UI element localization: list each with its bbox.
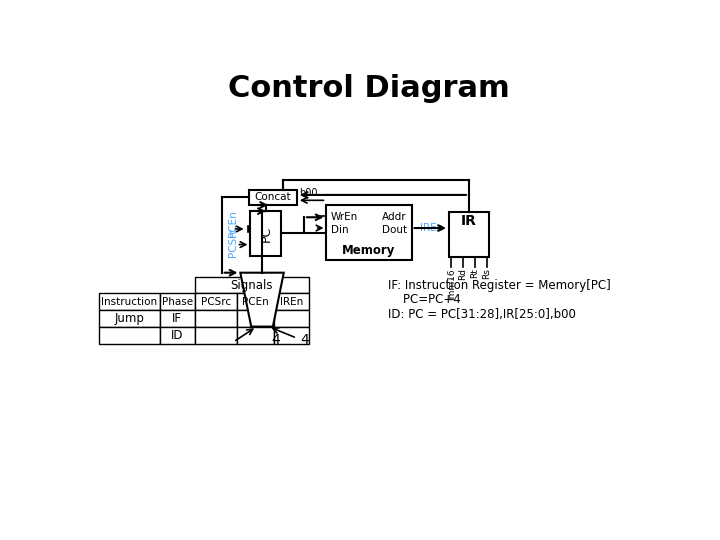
Text: Memory: Memory xyxy=(342,244,396,257)
Bar xyxy=(194,294,238,310)
Text: IF: Instruction Register = Memory[PC]: IF: Instruction Register = Memory[PC] xyxy=(388,279,611,292)
Text: Addr: Addr xyxy=(382,212,407,222)
Polygon shape xyxy=(240,273,284,327)
Bar xyxy=(326,205,412,260)
Text: PC: PC xyxy=(259,225,272,241)
Text: ID: ID xyxy=(171,329,184,342)
Bar xyxy=(246,226,251,232)
Bar xyxy=(160,327,194,345)
Text: b00: b00 xyxy=(300,188,318,198)
Bar xyxy=(249,190,297,205)
Bar xyxy=(99,294,160,310)
Text: PCSrc: PCSrc xyxy=(228,226,238,256)
Text: IREn: IREn xyxy=(420,222,444,233)
Text: Instruction: Instruction xyxy=(102,297,158,307)
Text: Signals: Signals xyxy=(230,279,273,292)
Text: IF: IF xyxy=(172,313,182,326)
Bar xyxy=(160,294,194,310)
Text: Rs: Rs xyxy=(482,268,491,279)
Text: ID: PC = PC[31:28],IR[25:0],b00: ID: PC = PC[31:28],IR[25:0],b00 xyxy=(388,308,576,321)
Bar xyxy=(238,310,274,327)
Bar xyxy=(274,327,310,345)
Text: Control Diagram: Control Diagram xyxy=(228,74,510,103)
Bar xyxy=(160,310,194,327)
Text: PCEn: PCEn xyxy=(228,210,238,237)
Bar xyxy=(194,276,310,294)
Text: WrEn: WrEn xyxy=(331,212,359,222)
Bar xyxy=(238,327,274,345)
Bar xyxy=(251,211,282,256)
Text: IR: IR xyxy=(461,214,477,228)
Bar xyxy=(274,310,310,327)
Bar xyxy=(274,294,310,310)
Text: 4: 4 xyxy=(271,333,280,347)
Text: Rd: Rd xyxy=(459,268,467,280)
Text: Phase: Phase xyxy=(161,297,193,307)
Bar xyxy=(449,212,489,256)
Text: Imm16: Imm16 xyxy=(446,268,456,300)
Bar xyxy=(99,310,160,327)
Text: Concat: Concat xyxy=(255,192,291,202)
Text: IREn: IREn xyxy=(280,297,304,307)
Bar xyxy=(194,310,238,327)
Text: PC=PC+4: PC=PC+4 xyxy=(388,294,461,307)
Bar xyxy=(238,294,274,310)
Bar xyxy=(194,327,238,345)
Text: Din: Din xyxy=(331,225,348,234)
Text: PCSrc: PCSrc xyxy=(201,297,231,307)
Text: Dout: Dout xyxy=(382,225,407,234)
Text: Rt: Rt xyxy=(470,268,480,278)
Text: Jump: Jump xyxy=(114,313,145,326)
Text: PCEn: PCEn xyxy=(243,297,269,307)
Text: 4: 4 xyxy=(301,333,310,347)
Bar xyxy=(99,327,160,345)
